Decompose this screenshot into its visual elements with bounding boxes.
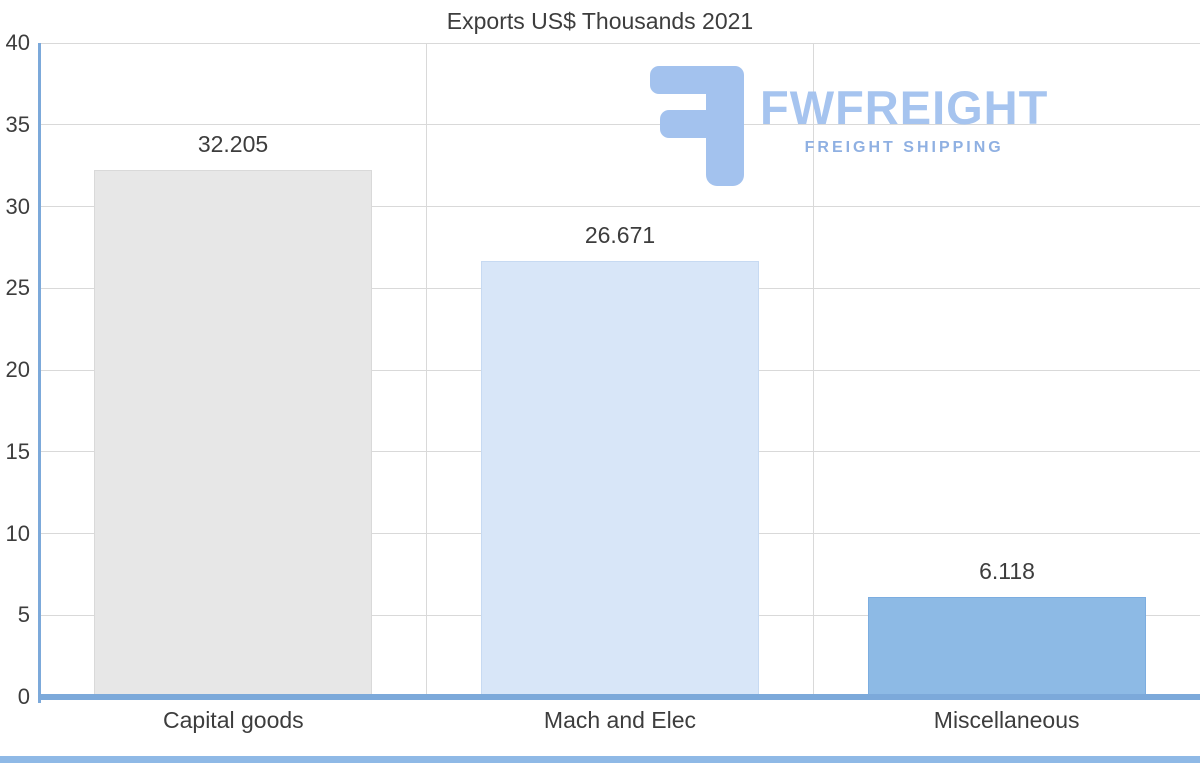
y-axis-labels: 0 5 10 15 20 25 30 35 40: [0, 30, 33, 709]
x-category-label: Miscellaneous: [933, 707, 1080, 733]
y-tick-label-40: 40: [5, 30, 30, 55]
bar-value-label: 32.205: [197, 131, 269, 157]
y-tick-label-15: 15: [5, 438, 30, 464]
y-axis-line: [38, 43, 41, 703]
gridline-x-1: [426, 43, 428, 697]
bar-miscellaneous: [868, 597, 1146, 697]
gridline-y-30: [40, 206, 1200, 207]
plot-area: 32.205 26.671 6.118: [40, 42, 1200, 697]
bar-capital-goods: [94, 170, 372, 697]
x-category-label: Capital goods: [163, 707, 304, 733]
gridline-x-2: [812, 43, 814, 697]
gridline-y-40: [40, 42, 1200, 44]
bar-value-label: 26.671: [584, 222, 656, 248]
y-tick-label-5: 5: [17, 602, 30, 628]
x-axis-labels: Capital goods Mach and Elec Miscellaneous: [40, 707, 1200, 737]
chart-title: Exports US$ Thousands 2021: [446, 8, 754, 34]
y-tick-label-25: 25: [5, 275, 30, 301]
gridline-y-35: [40, 124, 1200, 126]
y-tick-label-0: 0: [17, 684, 30, 709]
y-tick-label-30: 30: [5, 193, 30, 219]
y-tick-label-10: 10: [5, 520, 30, 546]
bar-value-label: 6.118: [979, 558, 1035, 584]
bottom-border-band: [0, 756, 1200, 763]
x-category-label: Mach and Elec: [543, 707, 697, 733]
y-tick-label-35: 35: [5, 111, 30, 137]
y-tick-label-20: 20: [5, 357, 30, 382]
x-axis-line: [38, 694, 1200, 700]
bar-mach-and-elec: [481, 261, 759, 697]
